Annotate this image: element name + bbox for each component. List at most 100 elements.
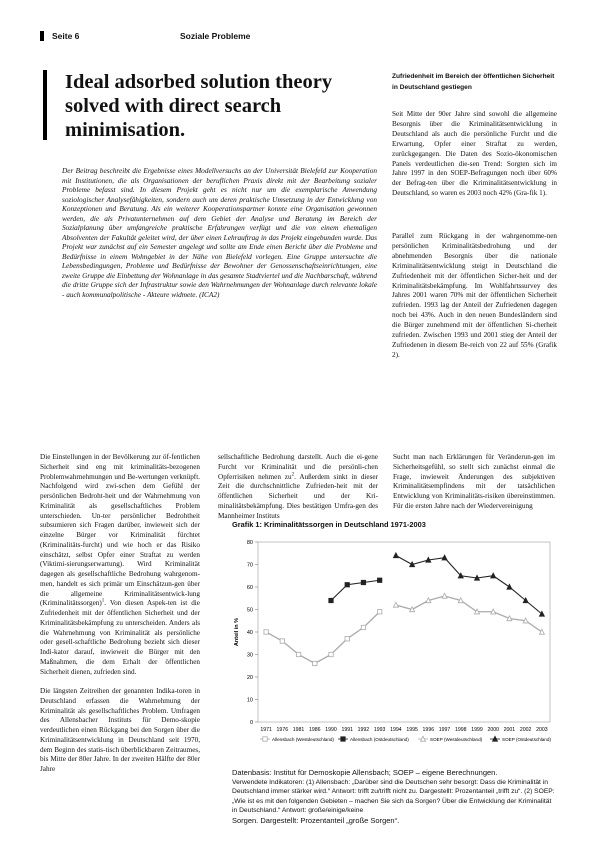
text-run: . Außerdem sinkt in dieser Zeit die durc… [218,472,378,520]
x-tick-label: 1994 [390,727,402,733]
data-point [328,651,334,658]
page-number: Seite 6 [52,31,80,41]
y-tick-label: 70 [247,563,253,569]
x-tick-label: 1993 [374,727,386,733]
y-tick-label: 30 [247,653,253,659]
legend-entry: Allensbach (Westdeutschland) [272,737,334,742]
data-point [425,556,432,563]
data-point [506,614,513,622]
data-point [328,597,334,604]
data-point [441,592,448,599]
x-tick-label: 1992 [358,727,370,733]
caption-indicators: Verwendete Indikatoren: (1) Allensbach: … [232,778,555,815]
x-tick-label: 2000 [487,727,499,733]
data-point [340,736,346,742]
header-marker [40,31,44,41]
data-point [360,579,367,586]
footnote-ref[interactable]: 1 [101,598,105,604]
y-tick-label: 0 [250,720,253,726]
legend-entry: SOEP (Ostdeutschland) [502,737,551,742]
x-tick-label: 1996 [423,727,435,733]
x-tick-label: 1999 [471,727,483,733]
data-point [457,596,464,604]
body-column-1: Die Einstellungen in der Bevölkerung zur… [40,453,200,775]
x-tick-label: 1995 [406,727,418,733]
body-column-2: sellschaftliche Bedrohung darstellt. Auc… [218,453,378,521]
data-point [408,605,416,613]
data-point [419,735,427,742]
data-point [344,582,350,588]
data-point [295,651,302,658]
series-line [395,555,543,615]
x-tick-label: 1971 [260,727,272,733]
data-point [473,608,481,615]
y-axis-label: Anteil in % [234,618,240,646]
text-run: . Von diesen Aspek-ten ist die Zufrieden… [40,599,200,676]
body-column-3: Sucht man nach Erklärungen für Veränderu… [393,453,555,512]
chart-caption: Datenbasis: Institut für Demoskopie Alle… [232,768,557,825]
data-point [490,608,497,615]
sidebar-heading: Zufriedenheit im Bereich der öffentliche… [392,73,555,91]
plot-area [257,541,551,723]
data-point [538,628,546,635]
x-tick-label: 2001 [504,727,516,733]
data-point [360,624,367,631]
legend-entry: Allensbach (Ostdeutschland) [350,737,409,742]
data-point [377,609,383,615]
data-point [490,572,497,579]
body-paragraph: Die Einstellungen in der Bevölkerung zur… [40,453,200,677]
text-run: Die Einstellungen in der Bevölkerung zur… [40,453,200,608]
x-tick-label: 1990 [325,727,337,733]
data-point [344,636,350,642]
chart-title: Grafik 1: Kriminalitätssorgen in Deutsch… [232,520,426,529]
article-title: Ideal adsorbed solution theory solved wi… [65,71,333,141]
y-tick-label: 40 [247,630,253,636]
x-tick-label: 1997 [439,727,451,733]
title-block: Ideal adsorbed solution theory solved wi… [43,70,373,141]
data-point [377,577,383,583]
series-line [395,595,543,633]
y-tick-label: 50 [247,608,253,614]
data-point [262,736,268,742]
caption-end: Sorgen. Dargestellt: Prozentanteil „groß… [232,815,400,825]
data-point [312,660,318,667]
chart: 0 10 20 30 40 50 60 70 80 1971 1976 1981 1986 1990 199… [228,532,558,764]
y-tick-label: 80 [247,540,253,546]
data-point [425,596,432,604]
chart-svg: 0 10 20 30 40 50 60 70 80 1971 1976 1981 1986 1990 199… [234,540,551,742]
data-point [538,610,546,617]
data-point [522,596,529,604]
data-point [392,551,400,559]
body-paragraph: sellschaftliche Bedrohung darstellt. Auc… [218,453,378,521]
text-run: sellschaftliche Bedrohung darstellt. Auc… [218,453,378,481]
x-tick-label: 1986 [309,727,321,733]
x-tick-label: 1976 [277,727,289,733]
data-point [522,617,529,624]
x-tick-label: 2003 [536,727,548,733]
x-tick-label: 1981 [293,727,305,733]
page-header: Seite 6 Soziale Probleme [40,30,555,44]
series-line [265,611,381,665]
y-tick-label: 60 [247,585,253,591]
data-point [491,735,499,742]
y-tick-label: 20 [247,675,253,681]
y-tick-label: 10 [247,698,253,704]
x-tick-label: 2002 [520,727,532,733]
data-point [506,583,513,590]
sidebar-paragraph-2: Parallel zum Rückgang in der wahrgenomme… [392,232,557,359]
sidebar-paragraph-1: Seit Mitte der 90er Jahre sind sowohl di… [392,110,557,198]
section-title: Soziale Probleme [180,31,251,41]
data-point [457,572,464,579]
data-point [408,560,416,568]
x-tick-label: 1991 [341,727,353,733]
data-point [473,574,481,581]
body-paragraph: Sucht man nach Erklärungen für Veränderu… [393,453,555,510]
caption-source: Datenbasis: Institut für Demoskopie Alle… [232,768,498,777]
data-point [279,638,285,644]
series-line [330,579,380,601]
footnote-ref[interactable]: 2 [291,472,295,478]
x-tick-label: 1998 [455,727,467,733]
data-point [263,629,269,635]
legend-entry: SOEP (Westdeutschland) [430,737,483,742]
abstract: Der Beitrag beschreibt die Ergebnisse ei… [62,166,377,299]
